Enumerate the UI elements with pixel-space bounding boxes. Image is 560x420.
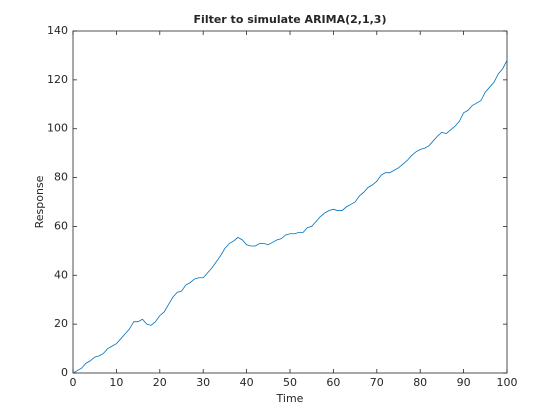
x-axis-label: Time <box>276 392 304 405</box>
y-tick-label: 120 <box>47 73 68 86</box>
data-line <box>72 60 508 374</box>
y-tick-label: 60 <box>54 219 68 232</box>
x-tick-label: 0 <box>70 376 77 389</box>
x-tick-label: 40 <box>240 376 254 389</box>
y-tick-label: 100 <box>47 122 68 135</box>
axes-box <box>72 30 508 374</box>
y-tick-label: 0 <box>61 366 68 379</box>
y-axis-label: Response <box>33 175 46 228</box>
x-tick-label: 80 <box>413 376 427 389</box>
x-tick-label: 60 <box>326 376 340 389</box>
x-tick-label: 50 <box>283 376 297 389</box>
x-tick-label: 10 <box>109 376 123 389</box>
x-tick-label: 70 <box>370 376 384 389</box>
x-tick-label: 20 <box>153 376 167 389</box>
x-tick-label: 30 <box>196 376 210 389</box>
x-tick-label: 100 <box>497 376 518 389</box>
y-tick-label: 40 <box>54 268 68 281</box>
y-tick-label: 80 <box>54 171 68 184</box>
x-tick-label: 90 <box>457 376 471 389</box>
y-tick-label: 140 <box>47 24 68 37</box>
y-tick-label: 20 <box>54 317 68 330</box>
chart-title: Filter to simulate ARIMA(2,1,3) <box>194 13 387 26</box>
